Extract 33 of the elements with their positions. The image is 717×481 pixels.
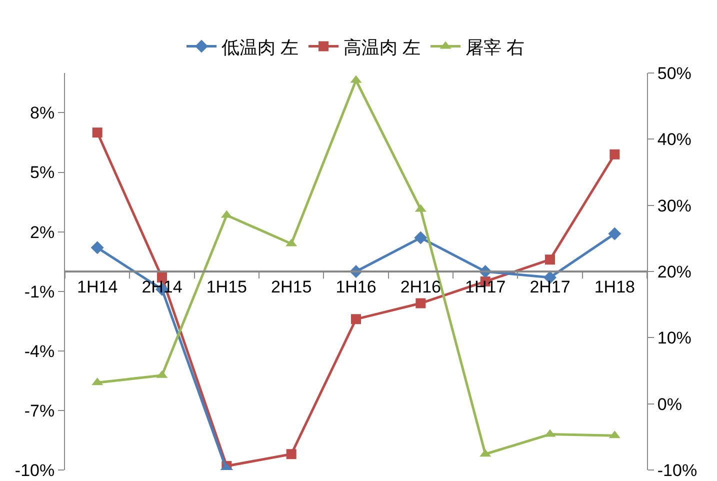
point (351, 314, 361, 324)
y2-tick-label: 30% (657, 196, 692, 216)
x-tick-label: 2H16 (400, 278, 441, 297)
x-tick-label: 2H15 (271, 278, 312, 297)
y-tick-label: 2% (30, 222, 55, 242)
y-tick-label: -4% (24, 342, 55, 361)
point (608, 227, 622, 240)
point (90, 241, 104, 254)
y-tick-label: 5% (30, 163, 55, 182)
point (545, 254, 555, 265)
y-tick-label: -7% (24, 401, 55, 420)
y2-tick-label: 20% (657, 262, 692, 282)
point (610, 149, 620, 160)
y-tick-label: -10% (14, 460, 55, 480)
point (416, 298, 426, 308)
y-tick-label: -1% (24, 282, 55, 302)
x-tick-label: 1H14 (77, 278, 118, 297)
y2-tick-label: -10% (657, 460, 698, 480)
legend-label: 低温肉 左 (222, 37, 299, 58)
legend-label: 高温肉 左 (344, 37, 421, 58)
y2-tick-label: 50% (657, 64, 692, 83)
x-tick-label: 1H15 (206, 278, 247, 297)
y2-tick-label: 40% (657, 130, 692, 150)
point (92, 128, 102, 138)
point (414, 231, 428, 244)
y-tick-label: 8% (30, 104, 55, 123)
x-tick-label: 1H16 (336, 278, 376, 297)
y2-tick-label: 0% (657, 394, 682, 414)
x-tick-label: 2H17 (530, 278, 570, 297)
x-tick-label: 1H18 (594, 278, 635, 297)
y2-tick-label: 10% (657, 328, 692, 348)
legend-label: 屠宰 右 (466, 37, 525, 58)
point (286, 449, 296, 460)
